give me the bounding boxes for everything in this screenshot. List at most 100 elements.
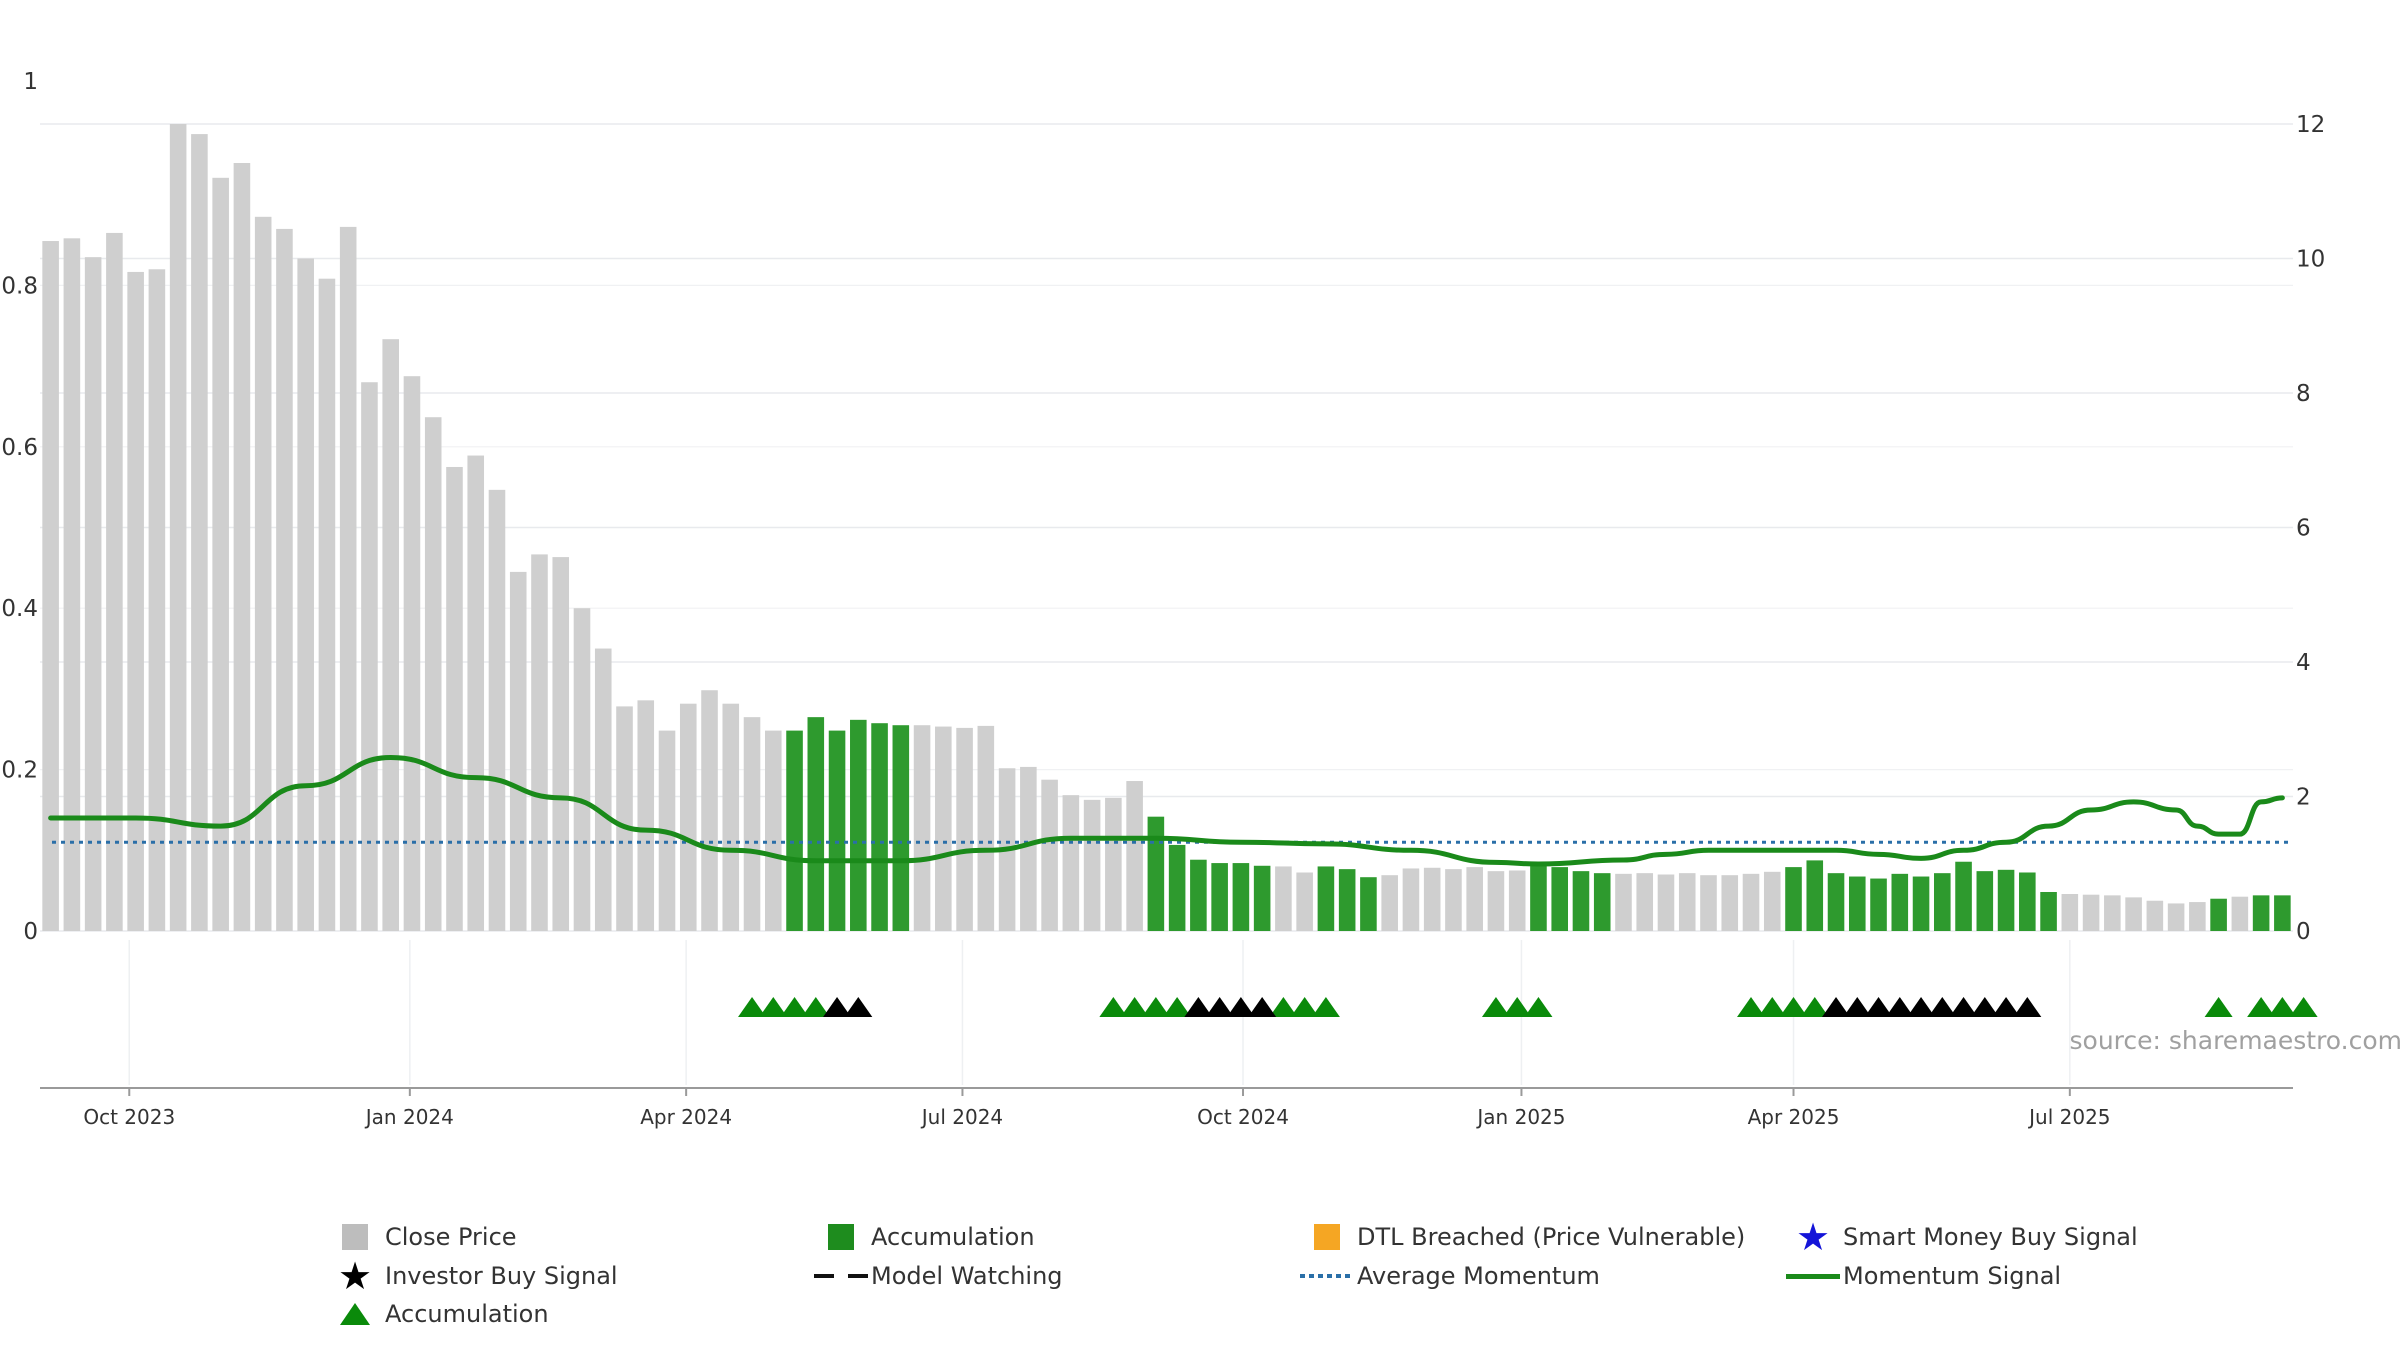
accumulation-signal — [1120, 997, 1149, 1017]
x-tick-label: Oct 2024 — [1197, 1105, 1289, 1129]
close-price-bar — [1083, 799, 1101, 931]
close-price-bar — [701, 690, 718, 931]
close-price-bar — [1402, 868, 1420, 931]
accumulation-signal — [1481, 997, 1510, 1017]
left-tick-label: 1 — [23, 69, 38, 95]
close-price-bar — [1041, 779, 1058, 931]
x-tick-label: Jan 2025 — [1475, 1105, 1565, 1129]
x-tick-label: Oct 2023 — [83, 1105, 175, 1129]
accumulation-bar — [2040, 891, 2057, 931]
accumulation-bar — [1785, 867, 1802, 931]
close-price-bar — [361, 382, 378, 931]
close-price-bar — [1381, 875, 1398, 931]
accumulation-signal — [2247, 997, 2276, 1017]
close-price-bar — [2082, 894, 2100, 931]
close-price-bar — [935, 726, 952, 931]
close-price-bar — [1508, 870, 1526, 931]
x-tick-label: Jan 2024 — [364, 1105, 454, 1129]
close-price-bar — [424, 417, 442, 932]
close-price-bar — [339, 226, 357, 931]
right-tick-label: 12 — [2296, 112, 2325, 138]
investor-buy-signal — [823, 997, 852, 1017]
close-price-bar — [956, 727, 973, 931]
accumulation-signal — [1311, 997, 1340, 1017]
close-price-bar — [2104, 895, 2121, 931]
close-price-bar — [509, 571, 527, 931]
grid — [40, 123, 2293, 1085]
close-price-bar — [1296, 872, 1313, 931]
accumulation-signal — [1737, 997, 1766, 1017]
accumulation-bar — [828, 730, 846, 931]
accumulation-bar — [1934, 873, 1951, 931]
investor-buy-signal — [1822, 997, 1851, 1017]
accumulation-bar — [1317, 866, 1335, 931]
accumulation-signal — [1141, 997, 1170, 1017]
close-price-bar — [127, 271, 144, 931]
close-price-bar — [1615, 873, 1632, 931]
accumulation-signal — [1503, 997, 1532, 1017]
close-price-bar — [382, 339, 399, 931]
investor-buy-signal — [844, 997, 873, 1017]
close-price-bar — [212, 177, 229, 932]
close-price-bar — [1700, 875, 1717, 931]
accumulation-bar — [1806, 860, 1824, 931]
close-price-bar — [2231, 896, 2249, 931]
accumulation-bar — [1147, 816, 1165, 931]
right-tick-label: 8 — [2296, 381, 2311, 407]
left-tick-label: 0.2 — [1, 758, 38, 784]
accumulation-signal — [738, 997, 767, 1017]
close-price-bar — [1445, 869, 1462, 931]
close-price-bar — [254, 216, 272, 931]
investor-buy-signal — [1226, 997, 1255, 1017]
accumulation-bar — [1827, 873, 1845, 931]
accumulation-bar — [1338, 869, 1356, 931]
close-price-bar — [764, 730, 782, 931]
investor-buy-signal — [1949, 997, 1978, 1017]
close-price-bar — [2189, 902, 2206, 931]
close-price-bar — [233, 163, 251, 931]
accumulation-bar — [1232, 863, 1250, 931]
close-price-bar — [191, 134, 208, 931]
investor-buy-signal — [1885, 997, 1914, 1017]
close-price-bar — [403, 376, 421, 931]
investor-buy-signal — [1184, 997, 1213, 1017]
close-price-bar — [467, 455, 485, 931]
close-price-bar — [488, 489, 506, 931]
investor-buy-signal — [1864, 997, 1893, 1017]
axes: Oct 2023 Jan 2024 Apr 2024 Jul 2024 Oct 2024… — [1, 69, 2325, 1129]
accumulation-bar — [2019, 872, 2036, 931]
close-price-bar — [84, 257, 102, 931]
price-bars — [42, 124, 2291, 932]
close-price-bar — [1721, 875, 1739, 931]
right-tick-label: 6 — [2296, 516, 2311, 542]
accumulation-bar — [1912, 876, 1930, 931]
accumulation-bar — [2274, 895, 2291, 931]
accumulation-signal — [1800, 997, 1829, 1017]
right-tick-label: 4 — [2296, 650, 2311, 676]
accumulation-bar — [1997, 869, 2015, 931]
close-price-bar — [1423, 867, 1441, 931]
close-price-bar — [1105, 797, 1122, 931]
close-price-bar — [1020, 766, 1037, 931]
close-price-bar — [1126, 781, 1143, 931]
x-tick-label: Apr 2025 — [1748, 1105, 1840, 1129]
accumulation-signal — [759, 997, 788, 1017]
investor-buy-signal — [1843, 997, 1872, 1017]
accumulation-bar — [786, 730, 803, 931]
close-price-bar — [2061, 894, 2079, 931]
close-price-bar — [1657, 874, 1675, 931]
accumulation-bar — [1360, 877, 1377, 931]
accumulation-bar — [1572, 871, 1590, 931]
accumulation-bar — [1551, 867, 1569, 931]
accumulation-bar — [2210, 898, 2227, 931]
close-price-bar — [616, 706, 633, 931]
left-tick-label: 0.8 — [1, 273, 38, 299]
close-price-bar — [1678, 873, 1696, 931]
left-tick-label: 0 — [23, 919, 38, 945]
accumulation-bar — [871, 723, 888, 931]
investor-buy-signal — [1205, 997, 1234, 1017]
accumulation-bar — [1168, 844, 1186, 931]
close-price-bar — [679, 703, 697, 931]
close-price-bar — [1636, 873, 1654, 931]
